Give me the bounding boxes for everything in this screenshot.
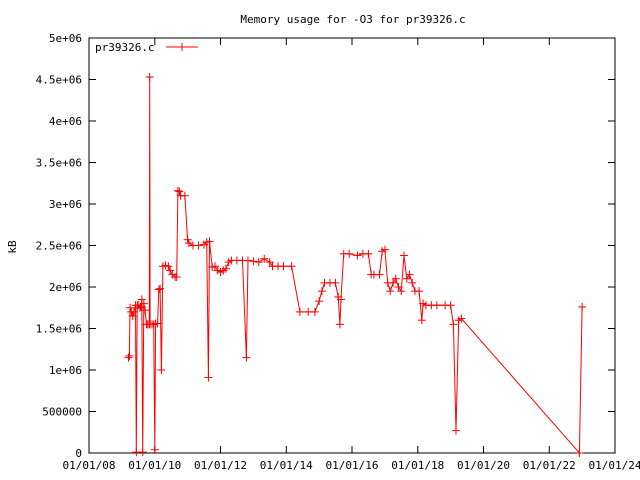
data-point [205,237,214,246]
data-point [211,262,220,271]
y-tick-label: 3.5e+06 [36,157,82,170]
data-point [180,191,189,200]
data-point [337,295,346,304]
data-point [128,312,137,321]
data-point [457,314,466,323]
data-point [405,270,414,279]
data-point [243,256,252,265]
data-point [141,306,150,315]
x-tick-label: 01/01/14 [260,459,313,472]
chart-title: Memory usage for -O3 for pr39326.c [240,13,465,26]
data-point [402,274,411,283]
data-point [317,287,326,296]
x-tick-label: 01/01/12 [194,459,247,472]
data-point [130,307,139,316]
legend: pr39326.c [95,41,198,54]
y-tick-label: 500000 [42,406,82,419]
data-point [204,373,213,382]
x-tick-label: 01/01/16 [326,459,379,472]
y-axis-label: kB [6,240,19,254]
data-point [242,353,251,362]
y-tick-label: 2e+06 [49,281,82,294]
data-point [287,262,296,271]
legend-label: pr39326.c [95,41,155,54]
y-tick-label: 2.5e+06 [36,240,82,253]
data-point [260,254,269,263]
data-point [265,258,274,267]
data-point [139,299,148,308]
x-tick-label: 01/01/22 [523,459,576,472]
data-point [310,307,319,316]
data-point [173,186,182,195]
data-point [166,266,175,275]
data-point [394,283,403,291]
data-point [432,301,441,310]
data-point [156,284,165,293]
data-point [415,287,424,296]
data-point [124,353,133,362]
data-point [331,278,340,287]
x-tick-label: 01/01/20 [457,459,510,472]
x-tick-label: 01/01/18 [391,459,444,472]
plot-frame [88,37,616,454]
data-point [345,249,354,258]
data-point [353,251,362,260]
data-point [172,273,181,282]
y-tick-label: 4.5e+06 [36,74,82,87]
y-tick-label: 3e+06 [49,198,82,211]
data-point [254,258,263,267]
data-point [279,262,288,271]
data-point [183,235,192,244]
data-point [380,245,389,254]
data-point [125,351,134,360]
series-line [128,76,583,455]
data-point [126,303,135,312]
data-point [417,316,426,325]
data-point [194,241,203,250]
data-point [249,257,258,266]
data-point [364,249,373,258]
data-point [446,301,455,310]
data-point [295,307,304,316]
data-point [153,319,162,328]
x-tick-label: 01/01/10 [128,459,181,472]
data-point [304,307,313,316]
data-point [175,187,184,196]
axes: 0 500000 1e+06 1.5e+06 2e+06 2.5e+06 3e+06 3.5e… [36,32,640,472]
data-point [164,262,173,271]
data-point [221,264,230,273]
y-tick-label: 1e+06 [49,364,82,377]
data-point [135,303,144,312]
data-point [391,274,400,283]
y-tick-label: 0 [75,447,82,460]
data-point [389,278,398,287]
data-point [575,449,584,457]
data-point [149,320,158,329]
data-point [335,320,344,329]
data-point [400,251,409,260]
y-tick-label: 4e+06 [49,115,82,128]
data-point [449,320,458,329]
data-point [150,445,159,454]
data-point [397,287,406,296]
data-point [375,270,384,279]
data-point [315,297,324,306]
series-layer [124,73,587,457]
x-tick-label: 01/01/08 [63,459,116,472]
data-point [451,426,460,435]
data-point [154,285,163,294]
x-tick-label: 01/01/24 [589,459,640,472]
data-point [578,302,587,311]
data-point [184,239,193,248]
y-tick-label: 5e+06 [49,32,82,45]
y-tick-label: 1.5e+06 [36,323,82,336]
data-point [137,295,146,304]
data-point [408,278,417,287]
data-point [138,448,147,457]
data-point [157,366,166,374]
data-point [386,287,395,296]
data-point [145,73,154,82]
